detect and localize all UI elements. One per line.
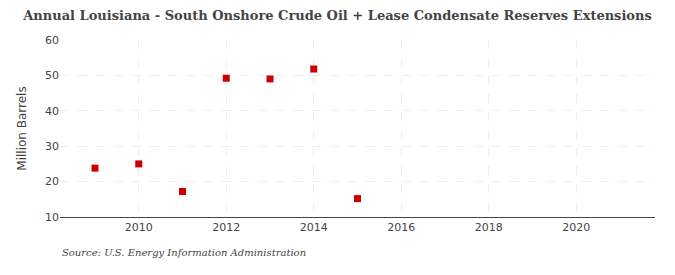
svg-text:2018: 2018 [475, 221, 503, 234]
svg-text:40: 40 [45, 105, 59, 118]
svg-text:2012: 2012 [212, 221, 240, 234]
svg-text:2016: 2016 [387, 221, 415, 234]
svg-text:2014: 2014 [300, 221, 328, 234]
svg-text:10: 10 [45, 211, 59, 224]
svg-text:2020: 2020 [562, 221, 590, 234]
svg-text:60: 60 [45, 34, 59, 47]
svg-text:Million Barrels: Million Barrels [15, 86, 29, 170]
svg-text:50: 50 [45, 69, 59, 82]
svg-text:Source: U.S. Energy Informatio: Source: U.S. Energy Information Administ… [62, 247, 306, 258]
svg-text:20: 20 [45, 175, 59, 188]
svg-text:30: 30 [45, 140, 59, 153]
svg-text:2010: 2010 [125, 221, 153, 234]
svg-text:Annual Louisiana - South Onsho: Annual Louisiana - South Onshore Crude O… [22, 8, 652, 23]
